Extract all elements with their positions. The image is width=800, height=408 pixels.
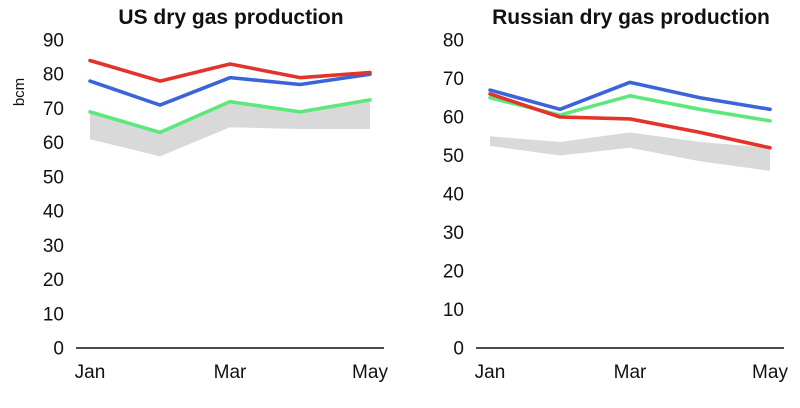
svg-text:40: 40 bbox=[43, 202, 64, 223]
dual-chart-figure: US dry gas production 0 10 20 30 40 50 60 70 80 9… bbox=[8, 6, 800, 408]
svg-text:bcm: bcm bbox=[11, 78, 28, 106]
svg-text:0: 0 bbox=[53, 339, 64, 360]
russia-chart-title: Russian dry gas production bbox=[492, 6, 770, 29]
svg-text:90: 90 bbox=[43, 31, 64, 52]
svg-text:May: May bbox=[752, 362, 788, 383]
us-gas-chart: US dry gas production 0 10 20 30 40 50 60 70 80 9… bbox=[8, 6, 400, 408]
svg-text:70: 70 bbox=[43, 99, 64, 120]
us-chart-plot: 0 10 20 30 40 50 60 70 80 90 Jan Mar May bcm bbox=[11, 31, 388, 384]
us-chart-title: US dry gas production bbox=[118, 6, 344, 29]
svg-text:60: 60 bbox=[43, 133, 64, 154]
svg-text:70: 70 bbox=[443, 69, 464, 90]
svg-text:30: 30 bbox=[443, 223, 464, 244]
svg-text:Mar: Mar bbox=[614, 362, 647, 383]
svg-text:50: 50 bbox=[443, 146, 464, 167]
svg-text:80: 80 bbox=[443, 31, 464, 52]
svg-text:10: 10 bbox=[43, 304, 64, 325]
russia-gas-chart: Russian dry gas production 0 10 20 30 40 50 60… bbox=[408, 6, 800, 408]
svg-text:50: 50 bbox=[43, 167, 64, 188]
svg-text:Jan: Jan bbox=[475, 362, 506, 383]
svg-text:20: 20 bbox=[43, 270, 64, 291]
svg-text:Jan: Jan bbox=[75, 362, 106, 383]
svg-text:30: 30 bbox=[43, 236, 64, 257]
svg-text:0: 0 bbox=[453, 339, 464, 360]
svg-text:20: 20 bbox=[443, 262, 464, 283]
svg-text:40: 40 bbox=[443, 185, 464, 206]
svg-text:Mar: Mar bbox=[214, 362, 247, 383]
svg-text:10: 10 bbox=[443, 300, 464, 321]
svg-text:60: 60 bbox=[443, 108, 464, 129]
svg-text:80: 80 bbox=[43, 65, 64, 86]
svg-text:May: May bbox=[352, 362, 388, 383]
russia-chart-plot: 0 10 20 30 40 50 60 70 80 Jan Mar May bbox=[443, 31, 789, 384]
